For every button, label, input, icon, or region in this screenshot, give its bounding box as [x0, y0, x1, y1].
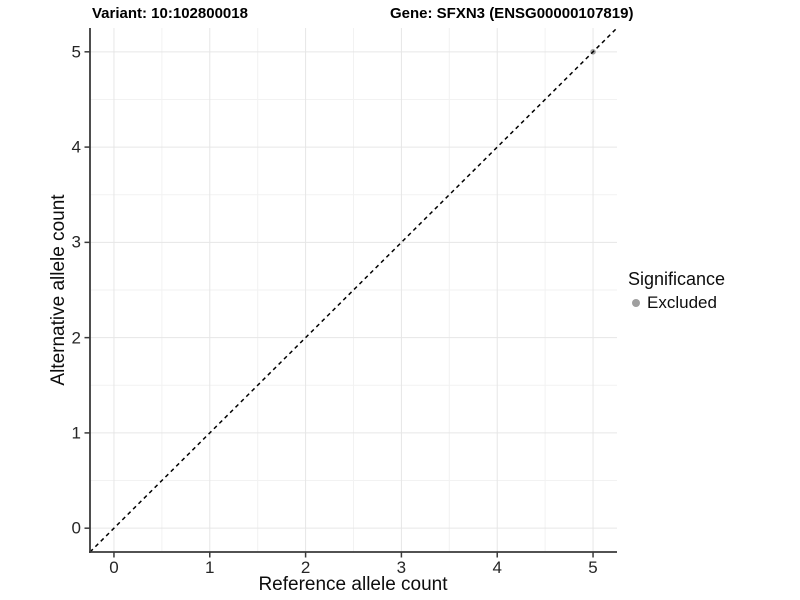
- y-tick-label: 4: [71, 137, 81, 157]
- identity-line: [89, 27, 618, 553]
- legend-title: Significance: [628, 269, 726, 289]
- legend-item-label: Excluded: [647, 293, 717, 312]
- y-tick-label: 2: [71, 328, 81, 348]
- x-tick-label: 1: [205, 558, 215, 577]
- x-tick-label: 4: [492, 558, 502, 577]
- x-tick-label: 2: [300, 558, 311, 577]
- y-tick-label: 0: [71, 518, 81, 538]
- y-tick-label: 1: [71, 423, 81, 443]
- x-tick-label: 5: [588, 558, 598, 577]
- x-tick-label: 3: [396, 558, 407, 577]
- legend-marker-circle: [632, 299, 640, 307]
- plot-title-variant: Variant: 10:102800018: [92, 5, 248, 22]
- legend-item: Excluded: [628, 293, 725, 313]
- x-tick-label: 0: [109, 558, 119, 577]
- plot-title-gene: Gene: SFXN3 (ENSG00000107819): [390, 5, 634, 22]
- legend: Significance Excluded: [628, 269, 725, 313]
- y-axis-title: Alternative allele count: [48, 194, 69, 386]
- x-axis-title: Reference allele count: [258, 574, 448, 595]
- y-tick-label: 3: [71, 232, 81, 252]
- legend-items: Excluded: [628, 293, 725, 313]
- y-tick-label: 5: [71, 42, 81, 62]
